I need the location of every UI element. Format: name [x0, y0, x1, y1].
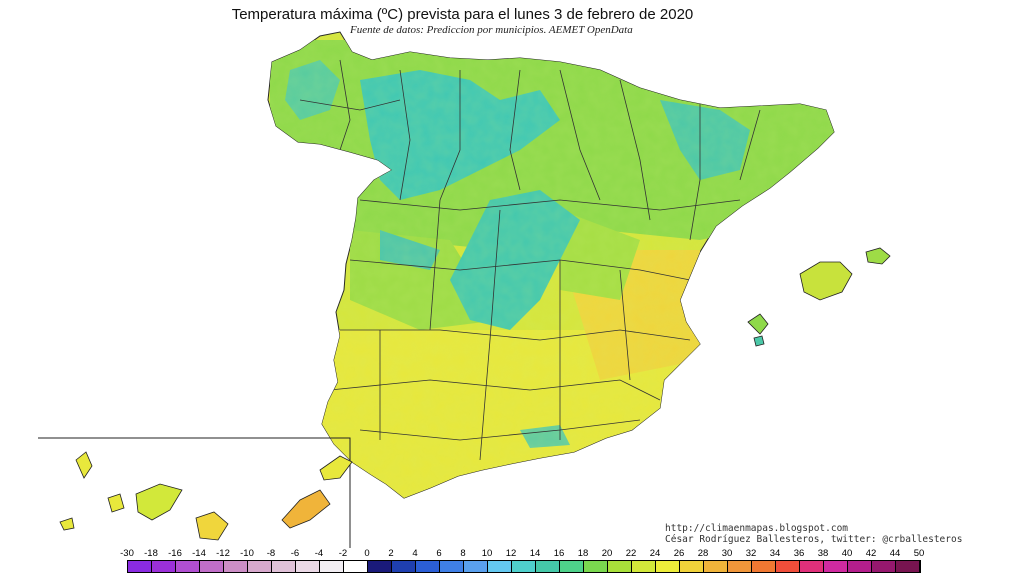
scale-label: 42 — [865, 548, 877, 559]
scale-swatch — [608, 561, 632, 572]
scale-swatch — [320, 561, 344, 572]
scale-label: 20 — [601, 548, 613, 559]
scale-swatch — [392, 561, 416, 572]
scale-swatch — [368, 561, 392, 572]
scale-label: 34 — [769, 548, 781, 559]
scale-swatch — [704, 561, 728, 572]
scale-swatch — [248, 561, 272, 572]
scale-swatch — [536, 561, 560, 572]
scale-swatch — [872, 561, 896, 572]
scale-label: -30 — [120, 548, 134, 559]
scale-swatch — [680, 561, 704, 572]
credits-url[interactable]: http://climaenmapas.blogspot.com — [665, 523, 849, 534]
scale-label: 2 — [388, 548, 394, 559]
scale-swatch — [848, 561, 872, 572]
scale-swatch — [416, 561, 440, 572]
scale-swatch — [176, 561, 200, 572]
scale-label: 22 — [625, 548, 637, 559]
scale-swatch — [728, 561, 752, 572]
scale-label: 12 — [505, 548, 517, 559]
scale-label: -2 — [338, 548, 348, 559]
scale-labels: -30 -18 -16 -14 -12 -10 -8 -6 -4 -2 0 2 4 6 8 10 12 14 16 1… — [117, 548, 927, 560]
scale-label: 28 — [697, 548, 709, 559]
scale-swatch — [800, 561, 824, 572]
scale-label: 18 — [577, 548, 589, 559]
scale-label: 40 — [841, 548, 853, 559]
scale-label: 8 — [460, 548, 466, 559]
scale-bar — [127, 560, 921, 573]
data-source-caption: Fuente de datos: Prediccion por municipi… — [350, 24, 633, 36]
scale-swatch — [152, 561, 176, 572]
scale-label: -10 — [240, 548, 254, 559]
scale-label: 6 — [436, 548, 442, 559]
scale-swatch — [824, 561, 848, 572]
scale-label: -8 — [266, 548, 276, 559]
scale-swatch — [560, 561, 584, 572]
scale-swatch — [632, 561, 656, 572]
balearic-islands — [747, 247, 891, 347]
scale-label: 30 — [721, 548, 733, 559]
scale-swatch — [224, 561, 248, 572]
scale-swatch — [272, 561, 296, 572]
credits: http://climaenmapas.blogspot.com César R… — [665, 523, 962, 545]
scale-label: 24 — [649, 548, 661, 559]
scale-swatch — [344, 561, 368, 572]
scale-swatch — [296, 561, 320, 572]
credits-author: César Rodríguez Ballesteros, twitter: @c… — [665, 534, 963, 545]
scale-label: -14 — [192, 548, 206, 559]
scale-swatch — [776, 561, 800, 572]
scale-label: 26 — [673, 548, 685, 559]
scale-swatch — [896, 561, 920, 572]
map-title: Temperatura máxima (ºC) prevista para el… — [231, 6, 694, 23]
scale-swatch — [488, 561, 512, 572]
scale-label: 50 — [913, 548, 925, 559]
scale-swatch — [200, 561, 224, 572]
scale-label: -4 — [314, 548, 324, 559]
scale-label: -12 — [216, 548, 230, 559]
scale-swatch — [656, 561, 680, 572]
scale-label: -6 — [290, 548, 300, 559]
scale-swatch — [128, 561, 152, 572]
scale-swatch — [440, 561, 464, 572]
scale-label: -16 — [168, 548, 182, 559]
scale-label: 36 — [793, 548, 805, 559]
scale-swatch — [464, 561, 488, 572]
scale-label: 16 — [553, 548, 565, 559]
scale-label: 44 — [889, 548, 901, 559]
scale-label: 38 — [817, 548, 829, 559]
scale-swatch — [752, 561, 776, 572]
canary-islands-inset — [38, 437, 353, 548]
temperature-color-scale: -30 -18 -16 -14 -12 -10 -8 -6 -4 -2 0 2 4 6 8 10 12 14 16 1… — [117, 548, 927, 574]
scale-label: 32 — [745, 548, 757, 559]
scale-swatch — [584, 561, 608, 572]
scale-label: 4 — [412, 548, 418, 559]
scale-label: 10 — [481, 548, 493, 559]
scale-swatch — [512, 561, 536, 572]
scale-label: -18 — [144, 548, 158, 559]
scale-label: 0 — [364, 548, 370, 559]
scale-label: 14 — [529, 548, 541, 559]
